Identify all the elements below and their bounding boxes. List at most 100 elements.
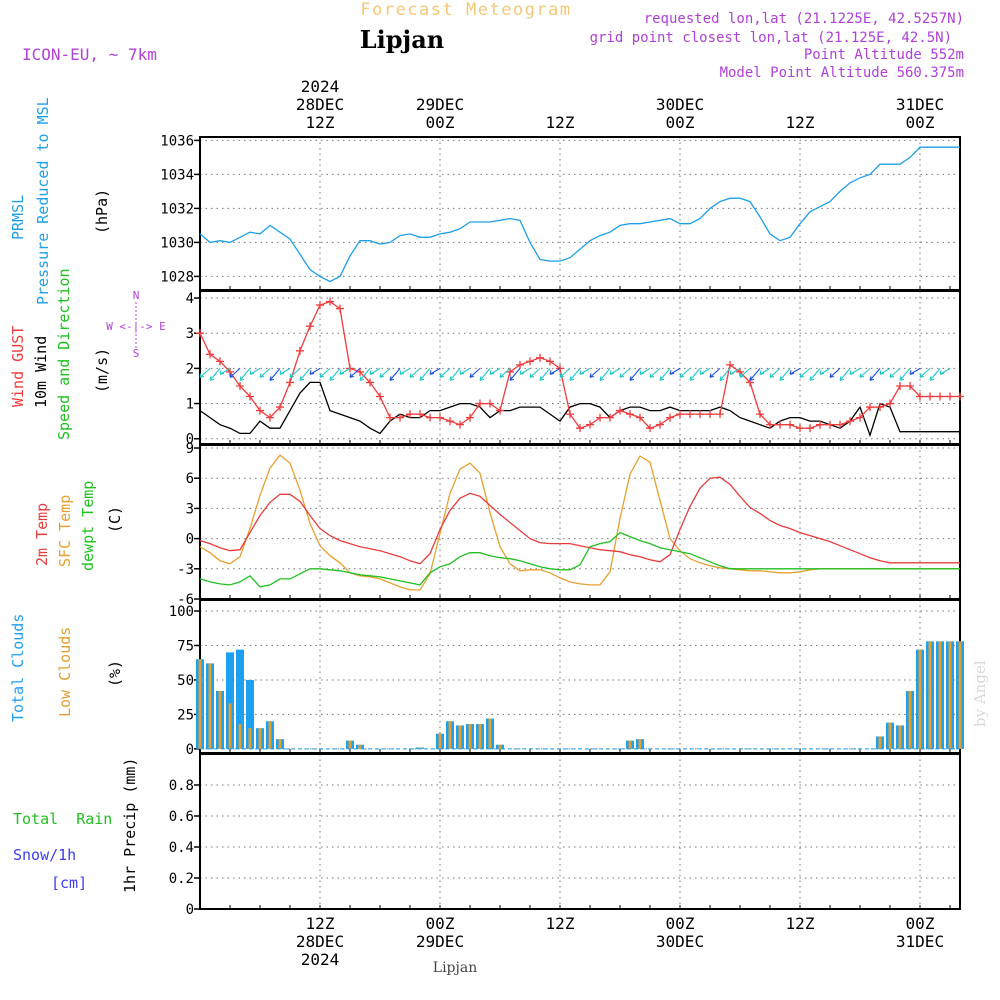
low-cloud-bar <box>638 739 642 749</box>
gust-marker <box>236 381 244 390</box>
wind-gust-label: Wind GUST <box>9 326 27 407</box>
y-tick-label: 0.4 <box>169 840 194 856</box>
total-cloud-bar <box>246 679 254 749</box>
y-tick-label: 2 <box>186 361 194 377</box>
wind-direction-arrow <box>939 367 951 375</box>
wind-direction-arrow <box>839 368 851 381</box>
total-cloud-bar <box>236 649 244 749</box>
sfc-temp-line <box>199 454 960 591</box>
wind-direction-arrow <box>579 367 591 375</box>
gust-marker <box>726 360 734 369</box>
gust-marker <box>836 420 844 429</box>
panel-frame <box>199 753 961 910</box>
wind-direction-arrow <box>389 368 401 381</box>
wind-direction-arrow <box>359 368 371 381</box>
gust-marker <box>706 410 714 419</box>
gust-marker <box>476 399 484 408</box>
wind-direction-arrow <box>679 367 691 378</box>
time-label-top: 29DEC <box>416 95 464 114</box>
low-cloud-bar <box>448 721 452 749</box>
wind-direction-arrow <box>459 367 471 375</box>
precip-panel: 0 0.2 0.4 0.6 0.8 <box>169 753 961 918</box>
low-cloud-bar <box>238 724 242 749</box>
low-cloud-bar <box>248 728 252 749</box>
gust-marker <box>446 417 454 426</box>
wind-direction-arrow <box>549 367 561 375</box>
low-clouds-label: Low Clouds <box>56 627 74 717</box>
gust-marker <box>806 424 814 433</box>
y-tick-label: 0 <box>186 902 194 918</box>
time-label-top: 28DEC <box>296 95 344 114</box>
wind-direction-arrow <box>889 367 901 378</box>
gust-marker <box>596 413 604 422</box>
wind-direction-arrow <box>589 367 601 378</box>
wind-direction-arrow <box>569 368 581 381</box>
wind-direction-arrow <box>739 367 751 378</box>
gust-marker <box>736 367 744 376</box>
gust-marker <box>256 406 264 415</box>
time-label-top: 2024 <box>301 77 340 96</box>
pressure-line <box>199 146 960 283</box>
gust-marker <box>876 403 884 412</box>
wind-direction-arrow <box>199 367 211 378</box>
wind-direction-arrow <box>399 367 411 375</box>
gust-marker <box>456 420 464 429</box>
temp-2m-line <box>199 476 960 565</box>
model-altitude: Model Point Altitude 560.375m <box>720 65 964 81</box>
gust-marker <box>376 392 384 401</box>
gust-marker <box>676 410 684 419</box>
gust-marker <box>866 403 874 412</box>
wind-direction-arrow <box>689 368 701 381</box>
time-label-top: 00Z <box>426 113 455 132</box>
y-tick-label: 1030 <box>160 235 194 251</box>
wind-direction-arrow <box>379 367 391 378</box>
gust-marker <box>856 413 864 422</box>
wind-direction-arrow <box>639 367 651 375</box>
wind-direction-arrow <box>429 367 441 375</box>
footer-location: Lipjan <box>433 960 477 976</box>
y-tick-label: -6 <box>177 592 194 608</box>
y-tick-label: 100 <box>169 604 194 620</box>
wind-direction-arrow <box>229 367 241 378</box>
clouds-panel: 0 25 50 75 100 <box>169 599 964 758</box>
wind-direction-arrow <box>749 368 761 381</box>
y-tick-label: 0 <box>186 532 194 548</box>
y-tick-label: 1032 <box>160 201 194 217</box>
low-cloud-bar <box>198 659 202 749</box>
wind-direction-arrow <box>929 368 941 381</box>
y-tick-label: 0.8 <box>169 778 194 794</box>
model-label: ICON-EU, ~ 7km <box>22 45 157 64</box>
time-label-bottom: 2024 <box>301 950 340 969</box>
gust-marker <box>406 410 414 419</box>
time-label-top: 12Z <box>546 113 575 132</box>
gust-marker <box>826 420 834 429</box>
low-cloud-bar <box>418 747 422 749</box>
wind-direction-arrow <box>719 368 731 381</box>
gust-marker <box>946 392 954 401</box>
panel-frame <box>199 599 961 754</box>
y-tick-label: -3 <box>177 562 194 578</box>
time-label-top: 00Z <box>666 113 695 132</box>
low-cloud-bar <box>208 663 212 749</box>
wind-direction-arrow <box>369 367 381 375</box>
wind-direction-arrow <box>349 367 361 378</box>
gust-marker <box>606 413 614 422</box>
gust-marker <box>626 410 634 419</box>
time-label-bottom: 31DEC <box>896 932 944 951</box>
y-tick-label: 4 <box>186 291 194 307</box>
low-cloud-bar <box>258 728 262 749</box>
time-label-bottom: 00Z <box>426 914 455 933</box>
y-tick-label: 1036 <box>160 133 194 149</box>
gust-marker <box>646 424 654 433</box>
gust-marker <box>526 357 534 366</box>
time-label-bottom: 30DEC <box>656 932 704 951</box>
y-tick-label: 50 <box>177 673 194 689</box>
wind-direction-arrow <box>799 367 811 378</box>
gust-marker <box>316 301 324 310</box>
low-cloud-bar <box>438 733 442 749</box>
wind-direction-arrow <box>709 367 721 378</box>
gust-marker <box>906 381 914 390</box>
low-cloud-bar <box>218 690 222 749</box>
gust-marker <box>396 413 404 422</box>
temperature-panel: -6 -3 0 3 6 9 <box>177 441 961 608</box>
